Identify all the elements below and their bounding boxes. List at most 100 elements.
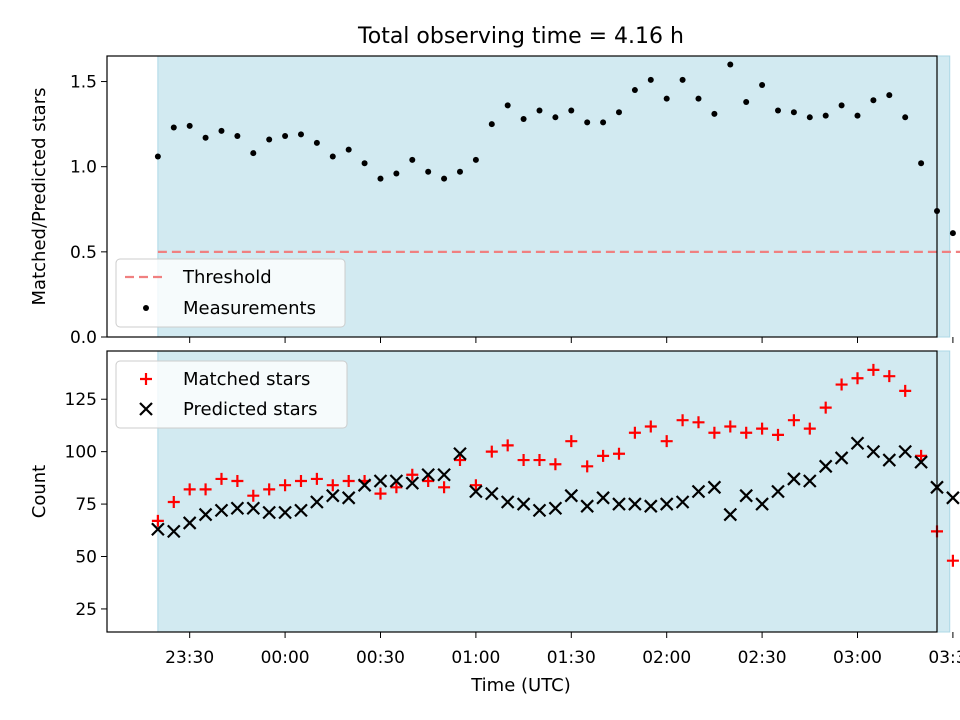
predicted-star-point <box>771 484 785 499</box>
y-tick-label: 50 <box>75 548 97 568</box>
measurement-point <box>774 107 781 114</box>
predicted-star-point <box>898 444 912 459</box>
top-axes-frame <box>106 55 938 338</box>
matched-star-point <box>660 435 673 448</box>
measurement-point <box>552 114 559 121</box>
measurement-point <box>536 107 543 114</box>
predicted-star-point <box>437 467 451 482</box>
x-tick-label: 03:00 <box>833 648 882 668</box>
matched-star-point <box>835 378 848 391</box>
legend-box <box>115 360 348 429</box>
matched-star-point <box>453 454 466 467</box>
matched-star-point <box>310 472 323 485</box>
matched-star-point <box>438 481 451 494</box>
matched-star-point <box>342 475 355 488</box>
predicted-star-point <box>755 497 769 511</box>
predicted-star-point <box>516 497 531 511</box>
matched-star-point <box>167 495 180 508</box>
matched-star-point <box>151 514 164 527</box>
measurement-point <box>854 112 861 119</box>
matched-star-point <box>231 475 244 488</box>
matched-star-point <box>279 479 292 492</box>
predicted-star-point <box>787 472 801 486</box>
y-tick-label: 0.0 <box>70 328 97 348</box>
predicted-star-point <box>723 507 738 522</box>
predicted-star-point <box>230 501 245 516</box>
measurement-point <box>393 170 400 177</box>
measurement-point <box>727 61 734 68</box>
matched-star-point <box>247 489 260 502</box>
predicted-star-point <box>850 436 865 451</box>
predicted-star-point <box>739 488 753 503</box>
predicted-star-point <box>532 503 547 518</box>
predicted-star-point <box>818 459 833 474</box>
x-tick-label: 00:00 <box>261 648 310 668</box>
measurement-point <box>806 114 813 121</box>
measurement-point <box>170 124 177 131</box>
measurement-point <box>425 168 432 175</box>
measurement-point <box>234 133 241 140</box>
x-tick-label: 00:30 <box>356 648 405 668</box>
legend-box <box>115 258 346 328</box>
legend-label: Predicted stars <box>183 399 317 420</box>
measurement-point <box>218 127 225 134</box>
matched-star-point <box>406 468 419 481</box>
matched-star-point <box>533 454 546 467</box>
measurement-point <box>711 110 718 117</box>
predicted-star-point <box>294 503 308 518</box>
matched-star-point <box>612 447 625 460</box>
predicted-star-point <box>500 495 515 509</box>
matched-star-point <box>581 460 594 473</box>
matched-star-point <box>787 414 800 427</box>
matched-star-point <box>644 420 657 433</box>
predicted-star-point <box>628 497 642 511</box>
measurement-point <box>568 107 575 114</box>
measurement-point <box>743 98 750 105</box>
measurement-point <box>250 150 257 157</box>
measurement-point <box>584 119 591 126</box>
matched-star-point <box>628 426 641 439</box>
bottom-panel: 25 50 75 100 125 23:30 00:00 00:30 01:00 01:30 02:… <box>29 350 960 668</box>
measurement-point <box>615 109 622 116</box>
measurement-point <box>472 156 479 163</box>
matched-star-point <box>883 370 896 383</box>
measurement-point <box>790 109 797 116</box>
measurement-point <box>456 168 463 175</box>
matched-star-point <box>517 454 530 467</box>
predicted-star-point <box>182 516 197 530</box>
matched-star-point <box>803 422 816 435</box>
x-tick-label: 23:30 <box>165 648 214 668</box>
measurement-point <box>949 230 956 237</box>
matched-star-point <box>946 554 959 567</box>
predicted-star-point <box>469 484 483 499</box>
y-axis-label: Count <box>29 465 50 518</box>
predicted-star-point <box>214 503 229 518</box>
legend-predicted-swatch <box>139 402 153 416</box>
measurement-point <box>154 153 161 160</box>
measurement-point <box>377 175 384 182</box>
measurement-point <box>838 102 845 109</box>
x-tick-label: 02:30 <box>738 648 787 668</box>
matched-star-point <box>549 458 562 471</box>
matched-star-point <box>422 475 435 488</box>
measurement-point <box>520 116 527 123</box>
measurement-point <box>600 119 607 126</box>
x-tick-label: 02:00 <box>642 648 691 668</box>
x-tick-label: 03:30 <box>928 648 960 668</box>
matched-star-point <box>215 472 228 485</box>
predicted-star-point <box>914 455 928 469</box>
matched-star-point <box>708 426 721 439</box>
matched-star-point <box>867 363 880 376</box>
matched-star-point <box>740 426 753 439</box>
y-tick-label: 1.0 <box>70 158 97 178</box>
measurement-point <box>631 87 638 94</box>
legend-label: Threshold <box>182 267 272 288</box>
matched-star-point <box>597 449 610 462</box>
predicted-star-point <box>278 505 292 520</box>
legend-matched-swatch <box>140 373 152 385</box>
matched-star-point <box>183 483 196 496</box>
measurement-point <box>886 92 893 99</box>
predicted-star-point <box>405 476 420 490</box>
matched-star-point <box>692 416 705 429</box>
chart-title: Total observing time = 4.16 h <box>357 24 684 49</box>
